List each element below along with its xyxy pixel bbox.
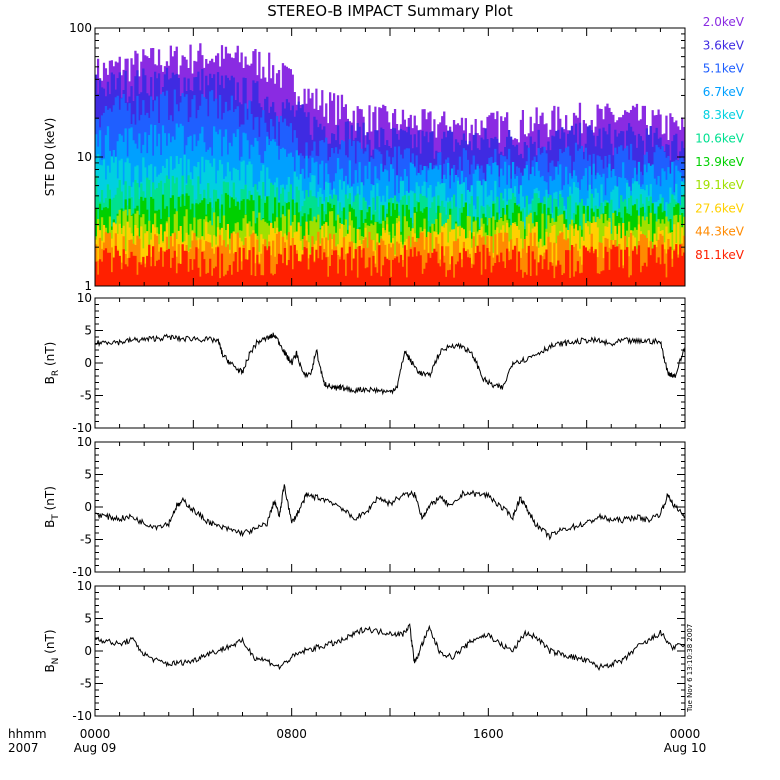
year-label: 2007 — [8, 741, 39, 755]
y-axis-label: BR (nT) — [43, 342, 61, 385]
y-tick-label: 5 — [84, 612, 92, 626]
legend-entry: 13.9keV — [695, 155, 745, 169]
x-date-label: Aug 10 — [664, 741, 707, 755]
y-tick-label: 10 — [77, 435, 92, 449]
channel-81.1keV — [95, 244, 686, 286]
spectrogram-band — [95, 244, 686, 286]
y-tick-label: -5 — [80, 533, 92, 547]
time-label: hhmm — [8, 727, 47, 741]
x-tick-label: 0000 — [670, 727, 701, 741]
y-tick-label: 1 — [84, 279, 92, 293]
y-tick-label: 10 — [77, 579, 92, 593]
y-tick-label: -10 — [72, 421, 92, 435]
y-tick-label: 10 — [77, 150, 92, 164]
timestamp-stamp: Tue Nov 6 13:10:38 2007 — [686, 624, 694, 713]
legend-entry: 27.6keV — [695, 201, 745, 215]
legend-entry: 2.0keV — [703, 15, 745, 29]
panel-frame — [94, 297, 686, 429]
x-date-label: Aug 09 — [74, 741, 117, 755]
x-tick-label: 1600 — [473, 727, 504, 741]
y-tick-label: -10 — [72, 565, 92, 579]
panel-frame — [94, 585, 686, 717]
y-tick-label: 0 — [84, 356, 92, 370]
legend-entry: 5.1keV — [703, 62, 745, 76]
y-tick-label: 5 — [84, 468, 92, 482]
y-tick-label: -5 — [80, 677, 92, 691]
series-line-BN — [94, 623, 686, 671]
legend-entry: 10.6keV — [695, 132, 745, 146]
legend-entry: 3.6keV — [703, 38, 745, 52]
series-line-BT — [94, 484, 686, 541]
legend-entry: 44.3keV — [695, 225, 745, 239]
y-axis-label: BT (nT) — [43, 486, 61, 528]
series-line-BR — [94, 332, 686, 396]
y-axis-label: BN (nT) — [43, 629, 61, 672]
panel-BN: -10 -5 0 5 10 BN (nT) — [43, 579, 686, 723]
y-tick-label: -10 — [72, 709, 92, 723]
y-tick-label: -5 — [80, 389, 92, 403]
y-axis-label: STE D0 (keV) — [43, 118, 57, 197]
chart-title: STEREO-B IMPACT Summary Plot — [267, 2, 513, 20]
legend-entry: 81.1keV — [695, 248, 745, 262]
panel-BR: -10 -5 0 5 10 BR (nT) — [43, 291, 686, 435]
y-tick-label: 0 — [84, 500, 92, 514]
panel-electron: 1 10 100 STE D0 (keV) — [43, 21, 686, 293]
x-tick-label: 0800 — [276, 727, 307, 741]
y-tick-label: 100 — [69, 21, 92, 35]
legend-entry: 19.1keV — [695, 178, 745, 192]
y-tick-label: 10 — [77, 291, 92, 305]
legend-entry: 8.3keV — [703, 108, 745, 122]
panel-BT: -10 -5 0 5 10 BT (nT) — [43, 435, 686, 579]
y-tick-label: 5 — [84, 324, 92, 338]
energy-legend: 2.0keV 3.6keV 5.1keV 6.7keV 8.3keV 10.6keV 13.… — [695, 15, 745, 262]
legend-entry: 6.7keV — [703, 85, 745, 99]
x-tick-label: 0000 — [80, 727, 111, 741]
y-tick-label: 0 — [84, 644, 92, 658]
panel-frame — [94, 441, 686, 573]
